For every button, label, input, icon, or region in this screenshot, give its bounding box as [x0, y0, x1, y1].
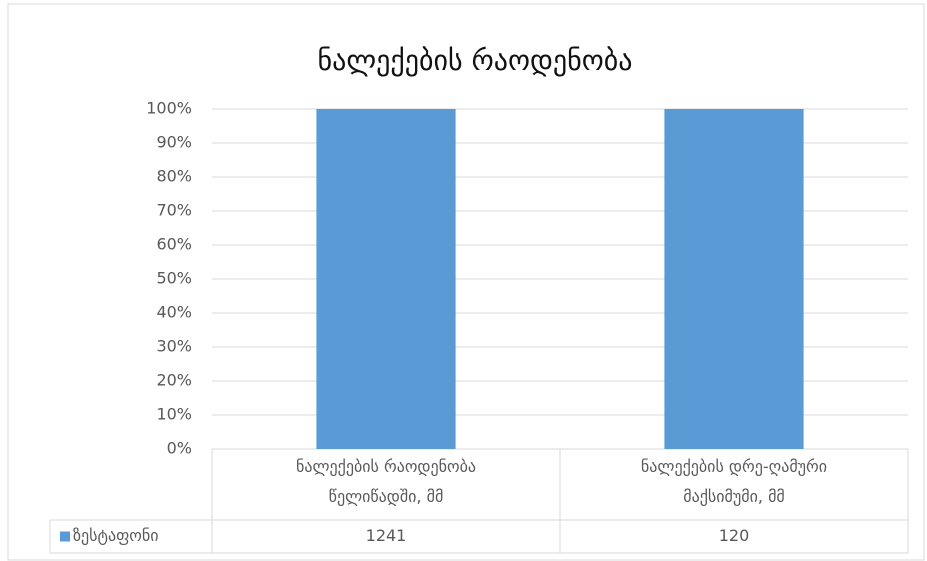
x-tick-label: ნალექების რაოდენობა წელიწადში, მმ: [296, 457, 476, 506]
bar: [316, 109, 456, 449]
y-tick-label: 10%: [156, 405, 192, 424]
chart-title: ნალექების რაოდენობა: [318, 44, 633, 77]
y-tick-label: 70%: [156, 201, 192, 220]
y-tick-label: 30%: [156, 337, 192, 356]
y-tick-label: 60%: [156, 235, 192, 254]
y-tick-label: 90%: [156, 133, 192, 152]
y-tick-label: 20%: [156, 371, 192, 390]
y-tick-label: 50%: [156, 269, 192, 288]
legend-key: [60, 531, 70, 542]
y-tick-label: 0%: [167, 439, 192, 458]
y-tick-label: 100%: [146, 99, 192, 118]
table-value: 1241: [366, 526, 407, 545]
x-tick-label: ნალექების დრე-ღამური მაქსიმუმი, მმ: [640, 457, 828, 506]
table-value: 120: [719, 526, 750, 545]
legend-label: ზესტაფონი: [73, 526, 159, 545]
bar: [664, 109, 804, 449]
y-tick-label: 80%: [156, 167, 192, 186]
y-tick-label: 40%: [156, 303, 192, 322]
